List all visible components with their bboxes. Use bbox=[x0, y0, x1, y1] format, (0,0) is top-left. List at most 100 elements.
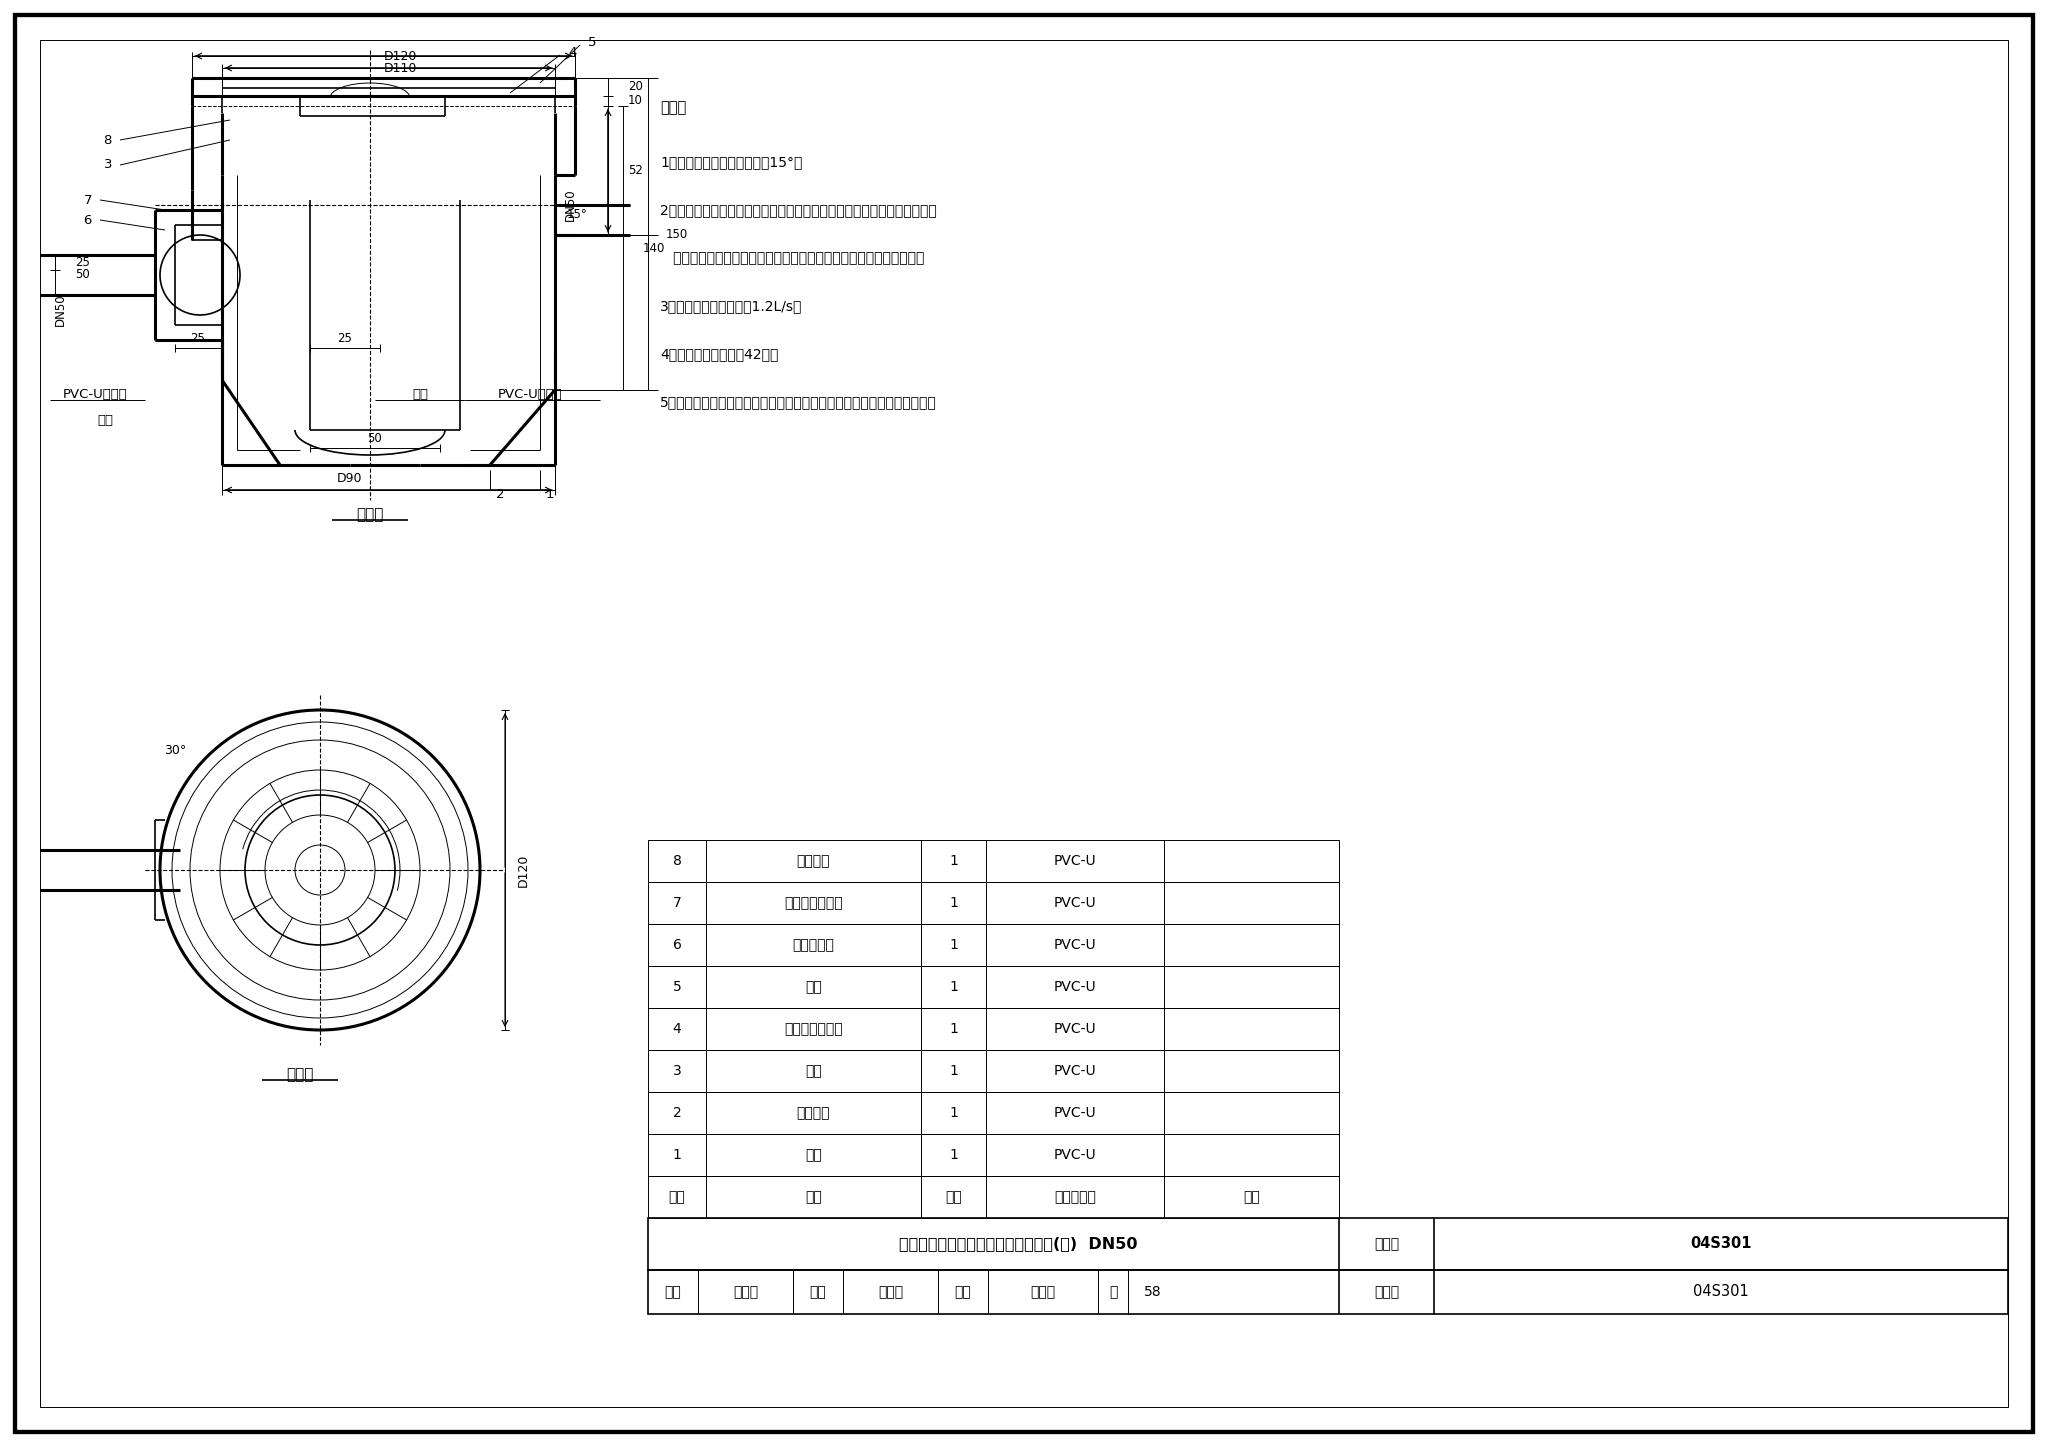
Text: 1: 1 bbox=[948, 1064, 958, 1078]
Text: 塑料有水封直埋式多通道地漏构造图(四)  DN50: 塑料有水封直埋式多通道地漏构造图(四) DN50 bbox=[899, 1237, 1137, 1252]
Text: 球形腔扣压螺母: 球形腔扣压螺母 bbox=[784, 896, 844, 910]
Bar bbox=[647, 925, 1339, 967]
Text: 04S301: 04S301 bbox=[1694, 1285, 1749, 1299]
Text: 数量: 数量 bbox=[944, 1189, 963, 1204]
Text: 1、进水口球形腔可以左右摆15°。: 1、进水口球形腔可以左右摆15°。 bbox=[659, 155, 803, 169]
Text: 1: 1 bbox=[948, 980, 958, 994]
Text: 25: 25 bbox=[190, 331, 205, 344]
Bar bbox=[647, 1092, 1339, 1134]
Bar bbox=[647, 1134, 1339, 1176]
Text: 序号: 序号 bbox=[668, 1189, 686, 1204]
Text: 3: 3 bbox=[672, 1064, 682, 1078]
Text: 冯旭东: 冯旭东 bbox=[733, 1285, 758, 1299]
Bar bbox=[647, 1009, 1339, 1051]
Text: 25: 25 bbox=[338, 331, 352, 344]
Text: 5、本图系根据哈尔滨市新世纪自控技术应用研究所提供的技术资料编制。: 5、本图系根据哈尔滨市新世纪自控技术应用研究所提供的技术资料编制。 bbox=[659, 395, 936, 410]
Text: 2: 2 bbox=[672, 1106, 682, 1120]
Text: PVC-U: PVC-U bbox=[1053, 854, 1096, 868]
Text: 50: 50 bbox=[369, 431, 383, 444]
Text: 10: 10 bbox=[629, 94, 643, 107]
Text: 1: 1 bbox=[948, 1022, 958, 1036]
Text: 6: 6 bbox=[672, 938, 682, 952]
Text: 洗衣机排水口盖: 洗衣机排水口盖 bbox=[784, 1022, 844, 1036]
Text: 50: 50 bbox=[76, 269, 90, 282]
Text: 内水封件: 内水封件 bbox=[797, 1106, 829, 1120]
Text: 7: 7 bbox=[672, 896, 682, 910]
Text: 140: 140 bbox=[643, 242, 666, 255]
Text: 7: 7 bbox=[84, 194, 92, 207]
Text: 4: 4 bbox=[672, 1022, 682, 1036]
Text: 材质或规格: 材质或规格 bbox=[1055, 1189, 1096, 1204]
Text: 58: 58 bbox=[1145, 1285, 1161, 1299]
Bar bbox=[647, 1270, 2007, 1314]
Text: 30°: 30° bbox=[164, 744, 186, 757]
Text: 球形管接头: 球形管接头 bbox=[793, 938, 834, 952]
Text: 04S301: 04S301 bbox=[1690, 1237, 1751, 1252]
Text: 5: 5 bbox=[672, 980, 682, 994]
Text: PVC-U: PVC-U bbox=[1053, 896, 1096, 910]
Text: 1: 1 bbox=[948, 1147, 958, 1162]
Text: PVC-U: PVC-U bbox=[1053, 1147, 1096, 1162]
Text: 篦子: 篦子 bbox=[805, 980, 821, 994]
Text: PVC-U: PVC-U bbox=[1053, 1022, 1096, 1036]
Text: PVC-U: PVC-U bbox=[1053, 1064, 1096, 1078]
Text: 调节端面: 调节端面 bbox=[797, 854, 829, 868]
Bar bbox=[647, 1051, 1339, 1092]
Text: 说明：: 说明： bbox=[659, 100, 686, 114]
Text: PVC-U: PVC-U bbox=[1053, 1106, 1096, 1120]
Text: D110: D110 bbox=[383, 62, 416, 74]
Text: 52: 52 bbox=[629, 164, 643, 177]
Text: 15°: 15° bbox=[567, 208, 588, 221]
Text: 马信国: 马信国 bbox=[879, 1285, 903, 1299]
Text: 4、本产品安装参见第42页。: 4、本产品安装参见第42页。 bbox=[659, 347, 778, 360]
Text: 1: 1 bbox=[948, 854, 958, 868]
Text: 压环: 压环 bbox=[805, 1064, 821, 1078]
Text: 8: 8 bbox=[672, 854, 682, 868]
Bar bbox=[647, 1218, 2007, 1270]
Text: PVC-U排水管: PVC-U排水管 bbox=[498, 388, 563, 401]
Text: PVC-U: PVC-U bbox=[1053, 938, 1096, 952]
Text: 6: 6 bbox=[84, 214, 92, 227]
Text: PVC-U进水管: PVC-U进水管 bbox=[63, 388, 127, 401]
Text: 1: 1 bbox=[948, 896, 958, 910]
Text: 图集号: 图集号 bbox=[1374, 1285, 1399, 1299]
Text: 2: 2 bbox=[496, 489, 504, 502]
Text: 页: 页 bbox=[1108, 1285, 1118, 1299]
Text: 接头外涂硅密封胶放在地漏碗进水口半球球腔内，再拧紧扣压接头。: 接头外涂硅密封胶放在地漏碗进水口半球球腔内，再拧紧扣压接头。 bbox=[659, 250, 924, 265]
Text: D90: D90 bbox=[338, 472, 362, 485]
Text: 1: 1 bbox=[545, 489, 555, 502]
Text: 俯视图: 俯视图 bbox=[287, 1068, 313, 1082]
Text: 8: 8 bbox=[104, 133, 113, 146]
Text: 构造图: 构造图 bbox=[356, 508, 383, 522]
Text: 1: 1 bbox=[948, 938, 958, 952]
Text: 粘接: 粘接 bbox=[96, 414, 113, 427]
Text: 5: 5 bbox=[588, 36, 596, 49]
Text: 粘接: 粘接 bbox=[412, 388, 428, 401]
Text: 2、确定进出水管方向后，将进水管涂硅密封胶插入球形管接头，将球形管: 2、确定进出水管方向后，将进水管涂硅密封胶插入球形管接头，将球形管 bbox=[659, 203, 936, 217]
Text: 陈龙英: 陈龙英 bbox=[1030, 1285, 1055, 1299]
Bar bbox=[647, 841, 1339, 883]
Text: DN50: DN50 bbox=[563, 188, 575, 221]
Text: 3、本产品最大排水量为1.2L/s。: 3、本产品最大排水量为1.2L/s。 bbox=[659, 300, 803, 313]
Text: 1: 1 bbox=[672, 1147, 682, 1162]
Text: 名称: 名称 bbox=[805, 1189, 821, 1204]
Text: 审核: 审核 bbox=[666, 1285, 682, 1299]
Text: 校对: 校对 bbox=[809, 1285, 827, 1299]
Text: 3: 3 bbox=[104, 159, 113, 172]
Text: D120: D120 bbox=[383, 49, 416, 62]
Text: 1: 1 bbox=[948, 1106, 958, 1120]
Text: 备注: 备注 bbox=[1243, 1189, 1260, 1204]
Text: 150: 150 bbox=[666, 227, 688, 240]
Text: PVC-U: PVC-U bbox=[1053, 980, 1096, 994]
Text: 4: 4 bbox=[567, 45, 575, 58]
Text: 图集号: 图集号 bbox=[1374, 1237, 1399, 1252]
Text: D120: D120 bbox=[516, 854, 530, 887]
Text: 本体: 本体 bbox=[805, 1147, 821, 1162]
Text: 设计: 设计 bbox=[954, 1285, 971, 1299]
Text: DN50: DN50 bbox=[53, 294, 66, 327]
Bar bbox=[647, 1176, 1339, 1218]
Bar bbox=[647, 967, 1339, 1009]
Text: 20: 20 bbox=[629, 81, 643, 94]
Text: 25: 25 bbox=[76, 256, 90, 269]
Bar bbox=[647, 883, 1339, 925]
